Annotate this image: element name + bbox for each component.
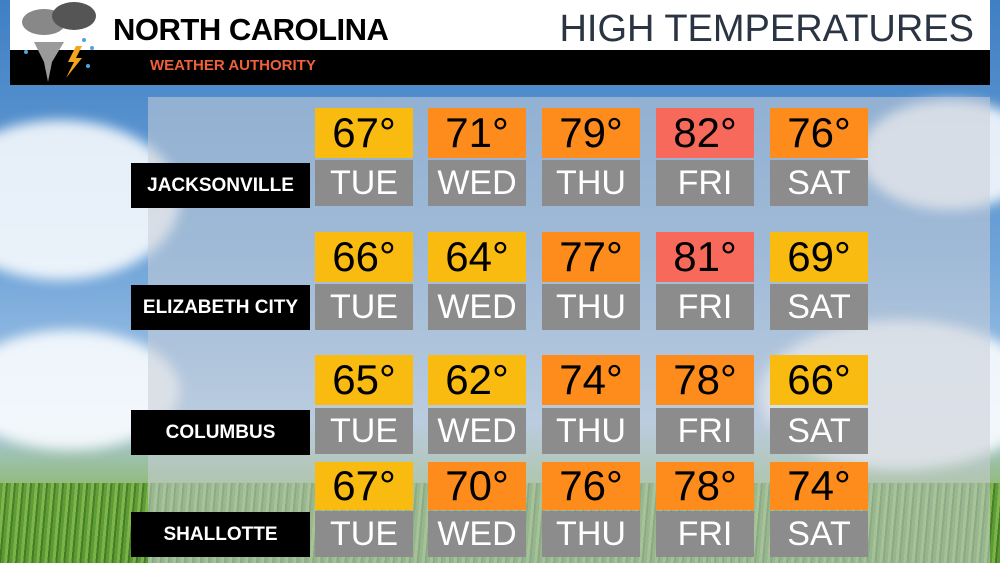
temp-cell: 69° xyxy=(770,232,868,282)
day-cell: THU xyxy=(542,284,640,330)
day-cell: SAT xyxy=(770,160,868,206)
temp-cell: 71° xyxy=(428,108,526,158)
day-cell: SAT xyxy=(770,284,868,330)
city-label: JACKSONVILLE xyxy=(131,163,310,208)
city-label: ELIZABETH CITY xyxy=(131,285,310,330)
temp-cell: 64° xyxy=(428,232,526,282)
temp-cell: 77° xyxy=(542,232,640,282)
day-cell: WED xyxy=(428,284,526,330)
temp-cell: 67° xyxy=(315,462,413,510)
day-cell: WED xyxy=(428,160,526,206)
temp-cell: 76° xyxy=(770,108,868,158)
temp-cell: 78° xyxy=(656,462,754,510)
temp-cell: 74° xyxy=(770,462,868,510)
temp-cell: 67° xyxy=(315,108,413,158)
header-strip xyxy=(10,50,990,85)
day-cell: SAT xyxy=(770,408,868,454)
day-cell: SAT xyxy=(770,511,868,557)
temp-cell: 82° xyxy=(656,108,754,158)
day-cell: FRI xyxy=(656,511,754,557)
temp-cell: 79° xyxy=(542,108,640,158)
day-cell: TUE xyxy=(315,160,413,206)
tagline: WEATHER AUTHORITY xyxy=(150,57,316,74)
temp-cell: 81° xyxy=(656,232,754,282)
day-cell: TUE xyxy=(315,408,413,454)
day-cell: FRI xyxy=(656,160,754,206)
logo-icon xyxy=(22,2,96,82)
city-label: SHALLOTTE xyxy=(131,512,310,557)
title: NORTH CAROLINA xyxy=(113,12,389,47)
heading: HIGH TEMPERATURES xyxy=(559,8,974,50)
day-cell: THU xyxy=(542,408,640,454)
day-cell: FRI xyxy=(656,284,754,330)
day-cell: TUE xyxy=(315,511,413,557)
temp-cell: 78° xyxy=(656,355,754,405)
temp-cell: 66° xyxy=(770,355,868,405)
day-cell: FRI xyxy=(656,408,754,454)
temp-cell: 65° xyxy=(315,355,413,405)
day-cell: TUE xyxy=(315,284,413,330)
temp-cell: 70° xyxy=(428,462,526,510)
day-cell: WED xyxy=(428,408,526,454)
temp-cell: 74° xyxy=(542,355,640,405)
city-label: COLUMBUS xyxy=(131,410,310,455)
temp-cell: 66° xyxy=(315,232,413,282)
day-cell: THU xyxy=(542,160,640,206)
temp-cell: 62° xyxy=(428,355,526,405)
day-cell: WED xyxy=(428,511,526,557)
header-bar xyxy=(10,0,990,50)
temp-cell: 76° xyxy=(542,462,640,510)
day-cell: THU xyxy=(542,511,640,557)
